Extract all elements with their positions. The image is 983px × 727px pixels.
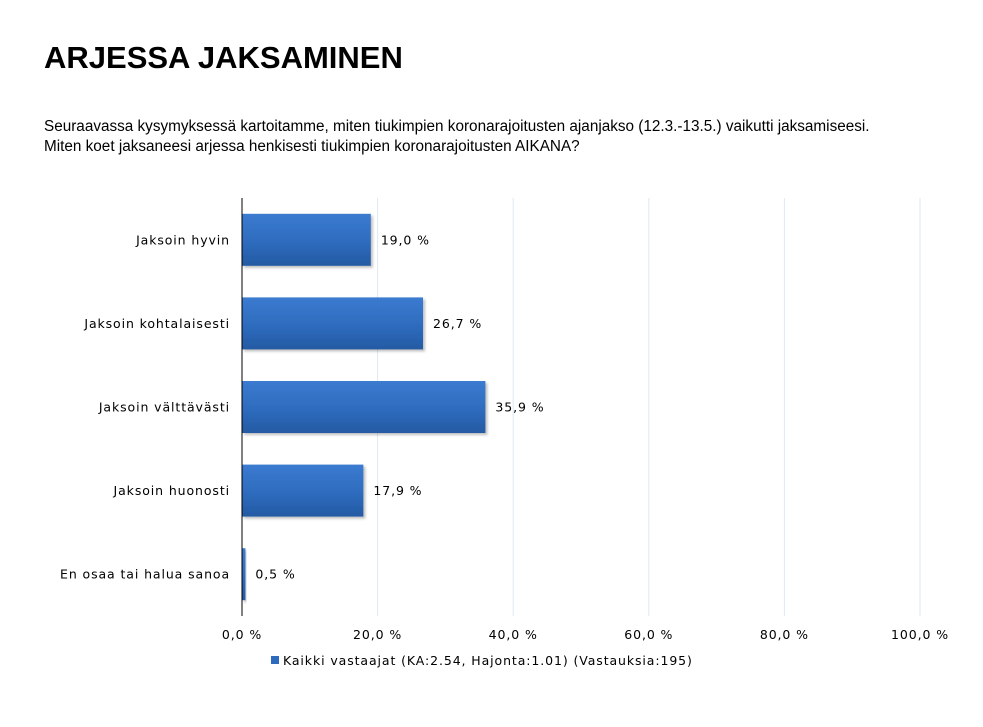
legend-swatch	[271, 656, 279, 664]
question-text: Seuraavassa kysymyksessä kartoitamme, mi…	[44, 118, 870, 155]
bars	[242, 213, 486, 601]
x-tick-label: 0,0 %	[222, 627, 262, 642]
bar	[242, 213, 371, 266]
category-label: Jaksoin huonosti	[113, 483, 230, 498]
bar	[242, 548, 246, 601]
gridlines	[377, 198, 921, 616]
x-tick-label: 20,0 %	[353, 627, 402, 642]
data-label: 26,7 %	[433, 316, 482, 331]
x-tick-label: 40,0 %	[489, 627, 538, 642]
data-label: 0,5 %	[255, 567, 295, 582]
category-label: En osaa tai halua sanoa	[60, 567, 230, 582]
category-label: Jaksoin välttävästi	[98, 400, 230, 415]
legend-label: Kaikki vastaajat (KA:2.54, Hajonta:1.01)…	[283, 653, 693, 668]
x-tick-label: 80,0 %	[760, 627, 809, 642]
category-label: Jaksoin hyvin	[135, 232, 230, 247]
labels: 0,0 % 20,0 % 40,0 % 60,0 % 80,0 % 100,0 % Jaks…	[60, 232, 949, 642]
category-label: Jaksoin kohtalaisesti	[83, 316, 230, 331]
legend: Kaikki vastaajat (KA:2.54, Hajonta:1.01)…	[271, 653, 693, 668]
x-tick-label: 60,0 %	[624, 627, 673, 642]
bar	[242, 381, 486, 433]
x-tick-label: 100,0 %	[891, 627, 949, 642]
page-title: ARJESSA JAKSAMINEN	[44, 40, 403, 75]
bar	[242, 464, 364, 517]
data-label: 19,0 %	[381, 232, 430, 247]
data-label: 17,9 %	[373, 483, 422, 498]
bar	[242, 297, 424, 350]
data-label: 35,9 %	[495, 400, 544, 415]
